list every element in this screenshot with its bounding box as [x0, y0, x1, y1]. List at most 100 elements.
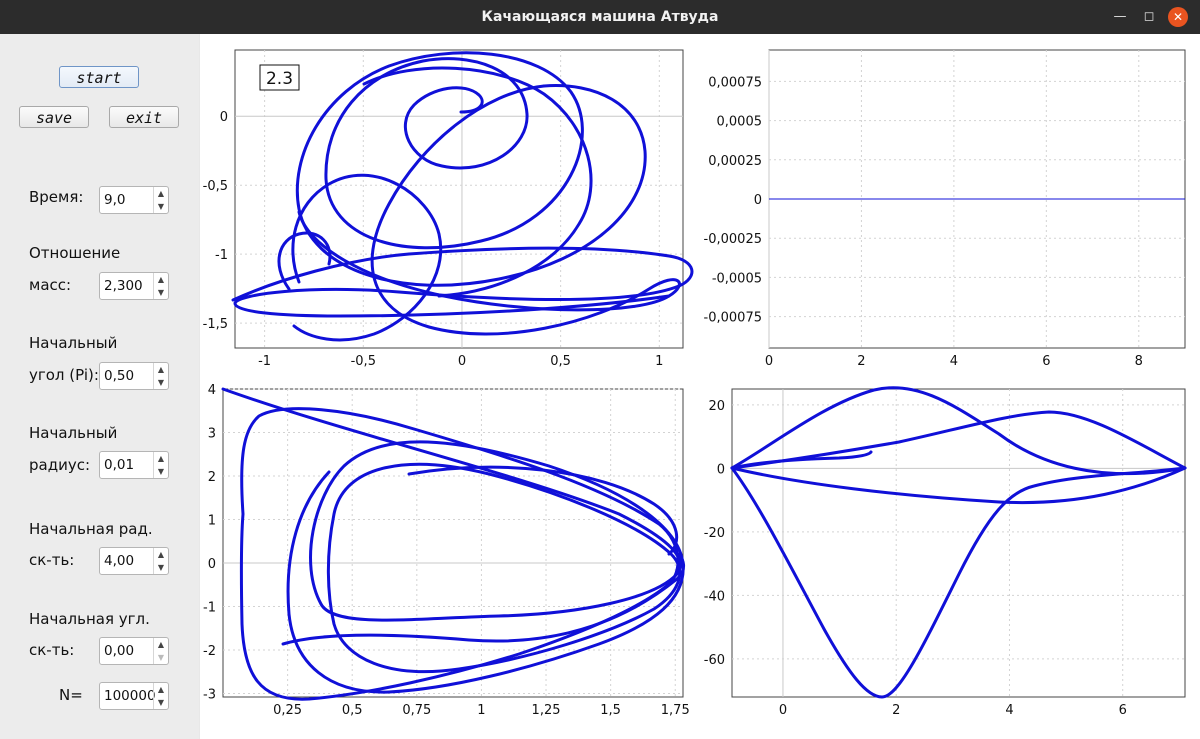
spin-up-icon[interactable]: ▲ [157, 454, 165, 463]
x-tick-label: 1,75 [661, 703, 690, 718]
initial-radial-velocity-label-line1: Начальная рад. [29, 520, 153, 538]
y-tick-label: 0 [220, 110, 228, 125]
x-tick-label: 6 [1119, 703, 1127, 718]
start-button[interactable]: start [59, 66, 139, 88]
spin-arrows: ▲ ▼ [153, 548, 168, 574]
spin-down-icon[interactable]: ▼ [157, 288, 165, 297]
x-tick-label: 0,5 [342, 703, 363, 718]
y-tick-label: 1 [208, 514, 216, 529]
angular-phase-plot-frame [731, 388, 1186, 698]
x-tick-label: 0,5 [550, 354, 571, 369]
initial-angular-velocity-label-line2: ск-ть: [29, 641, 75, 659]
control-panel: start save exit Время: 9,0 ▲ ▼ Отношение … [0, 34, 199, 739]
trajectory-annotation: 2.3 [266, 69, 293, 89]
angular-phase-curve-path [730, 450, 873, 470]
initial-angle-label-line1: Начальный [29, 334, 118, 352]
x-tick-label: 0,75 [402, 703, 431, 718]
spin-up-icon[interactable]: ▲ [157, 550, 165, 559]
x-tick-label: 0 [458, 354, 466, 369]
angular-phase-plot: 0 2 4 6 20 0 -20 -40 -60 [704, 386, 1187, 718]
y-tick-label: -40 [704, 589, 725, 604]
initial-radial-velocity-spinbox[interactable]: 4,00 ▲ ▼ [99, 547, 169, 575]
trajectory-curve-path [291, 173, 443, 342]
spin-up-icon[interactable]: ▲ [157, 640, 165, 649]
trajectory-curve-path [277, 231, 332, 291]
y-tick-label: 2 [208, 470, 216, 485]
close-icon[interactable]: ✕ [1168, 7, 1188, 27]
n-value: 100000 [104, 688, 156, 704]
y-tick-label: -2 [203, 644, 216, 659]
initial-angular-velocity-spinbox[interactable]: 0,00 ▲ ▼ [99, 637, 169, 665]
spin-down-icon[interactable]: ▼ [157, 698, 165, 707]
time-value: 9,0 [104, 192, 126, 208]
x-tick-label: 4 [950, 354, 958, 369]
x-tick-label: 2 [892, 703, 900, 718]
spin-down-icon[interactable]: ▼ [157, 467, 165, 476]
radial-phase-curve [221, 387, 685, 701]
initial-radius-value: 0,01 [104, 457, 135, 473]
trajectory-plot-frame [234, 49, 684, 349]
x-tick-label: 0,25 [273, 703, 302, 718]
x-tick-label: 4 [1005, 703, 1013, 718]
spin-up-icon[interactable]: ▲ [157, 685, 165, 694]
angular-phase-curve-path [730, 410, 1187, 470]
angular-phase-curve-path [730, 466, 1187, 505]
x-tick-label: 2 [857, 354, 865, 369]
save-button[interactable]: save [19, 106, 89, 128]
spin-arrows: ▲ ▼ [153, 273, 168, 299]
initial-radial-velocity-label-line2: ск-ть: [29, 551, 75, 569]
mass-ratio-spinbox[interactable]: 2,300 ▲ ▼ [99, 272, 169, 300]
initial-radius-spinbox[interactable]: 0,01 ▲ ▼ [99, 451, 169, 479]
radial-phase-tick-labels: 0,25 0,5 0,75 1 1,25 1,5 1,75 4 3 2 1 0 -1 -2 -3 [203, 383, 690, 718]
initial-angle-label-line2: угол (Pi): [29, 366, 99, 384]
x-tick-label: 1 [477, 703, 485, 718]
y-tick-label: -1 [215, 248, 228, 263]
trajectory-curve-path [362, 66, 593, 298]
x-tick-label: 0 [765, 354, 773, 369]
spin-down-icon[interactable]: ▼ [157, 378, 165, 387]
y-tick-label: 0 [717, 462, 725, 477]
y-tick-label: 0 [208, 557, 216, 572]
spin-up-icon[interactable]: ▲ [157, 365, 165, 374]
spin-down-icon[interactable]: ▼ [157, 563, 165, 572]
trajectory-label-box [259, 64, 300, 91]
y-tick-label: 0,00025 [708, 154, 762, 169]
n-label: N= [59, 686, 83, 704]
spin-up-icon[interactable]: ▲ [157, 275, 165, 284]
window-titlebar: Качающаяся машина Атвуда — ◻ ✕ [0, 0, 1200, 34]
initial-radial-velocity-value: 4,00 [104, 553, 135, 569]
minimize-icon[interactable]: — [1113, 9, 1127, 24]
radial-phase-curve-path [407, 465, 679, 556]
radial-phase-curve-path [281, 550, 685, 646]
spin-down-icon[interactable]: ▼ [157, 653, 165, 662]
spin-down-icon[interactable]: ▼ [157, 202, 165, 211]
y-tick-label: -3 [203, 688, 216, 703]
mass-ratio-label-line1: Отношение [29, 244, 121, 262]
time-spinbox[interactable]: 9,0 ▲ ▼ [99, 186, 169, 214]
n-spinbox[interactable]: 100000 ▲ ▼ [99, 682, 169, 710]
spin-arrows: ▲ ▼ [153, 638, 168, 664]
initial-angle-spinbox[interactable]: 0,50 ▲ ▼ [99, 362, 169, 390]
error-plot: 0 2 4 6 8 0,00075 0,0005 0,00025 0 -0,00025 -0,000… [704, 49, 1186, 369]
y-tick-label: 0,0005 [717, 115, 763, 130]
trajectory-curve-path [295, 51, 647, 287]
x-tick-label: -0,5 [351, 354, 376, 369]
y-tick-label: 20 [708, 399, 725, 414]
angular-phase-tick-labels: 0 2 4 6 20 0 -20 -40 -60 [704, 399, 1127, 718]
x-tick-label: 8 [1135, 354, 1143, 369]
spin-arrows: ▲ ▼ [153, 683, 168, 709]
x-tick-label: 0 [779, 703, 787, 718]
initial-angle-value: 0,50 [104, 368, 135, 384]
radial-phase-curve-path [326, 462, 682, 674]
exit-button[interactable]: exit [109, 106, 179, 128]
x-tick-label: 1,25 [532, 703, 561, 718]
x-tick-label: 1,5 [600, 703, 621, 718]
trajectory-plot: -1 -0,5 0 0,5 1 -1,5 -1 -0,5 0 2.3 [203, 49, 694, 369]
spin-up-icon[interactable]: ▲ [157, 189, 165, 198]
y-tick-label: 0,00075 [708, 75, 762, 90]
maximize-icon[interactable]: ◻ [1143, 9, 1155, 24]
y-tick-label: -1,5 [203, 317, 228, 332]
initial-radius-label-line2: радиус: [29, 456, 91, 474]
angular-phase-curve-path [730, 466, 1187, 699]
angular-phase-curve [730, 386, 1187, 699]
